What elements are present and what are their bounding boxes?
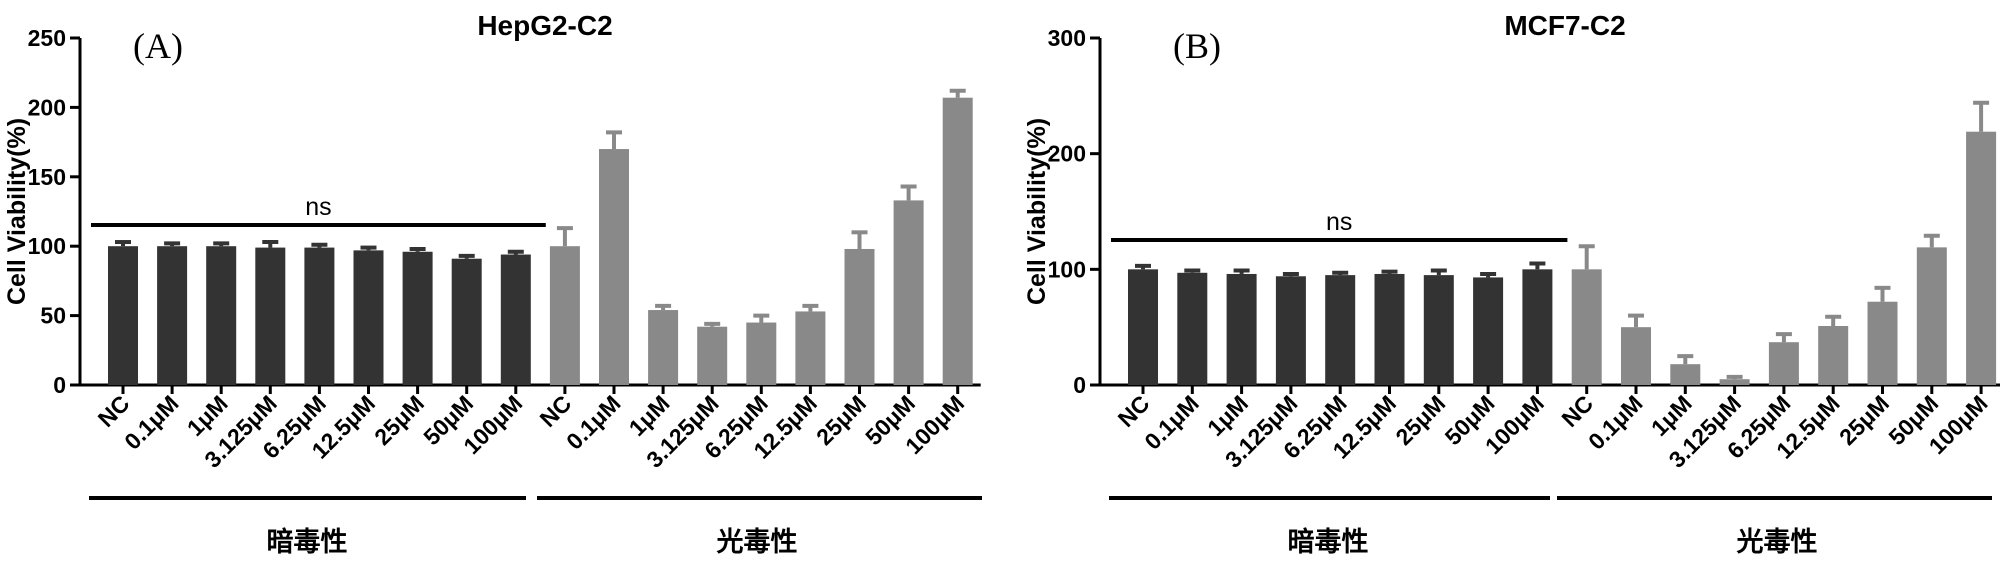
group-label: 暗毒性 xyxy=(267,527,348,557)
y-axis-title: Cell Viability(%) xyxy=(3,118,31,305)
bar xyxy=(844,248,875,385)
ns-annotation: ns xyxy=(1326,208,1352,236)
x-tick-label: NC xyxy=(1556,390,1598,432)
bar xyxy=(1473,277,1504,385)
bar xyxy=(255,247,286,385)
x-tick-label: NC xyxy=(535,390,577,432)
group-label: 光毒性 xyxy=(1736,527,1818,557)
y-axis-title: Cell Viability(%) xyxy=(1023,118,1051,305)
bar xyxy=(549,246,580,385)
bar xyxy=(353,250,384,385)
x-tick-label: NC xyxy=(1113,390,1155,432)
group-label: 光毒性 xyxy=(716,527,798,557)
x-tick-label: 0.1μM xyxy=(561,390,626,455)
x-tick-label: 25μM xyxy=(811,390,871,450)
bar xyxy=(648,310,679,385)
bar xyxy=(1621,327,1651,385)
bar xyxy=(795,311,826,385)
bar xyxy=(1867,301,1898,385)
x-tick-label: 25μM xyxy=(369,390,429,450)
group-label: 暗毒性 xyxy=(1288,527,1369,557)
bar xyxy=(1177,272,1208,385)
chart-title: MCF7-C2 xyxy=(1504,10,1625,41)
bar xyxy=(1522,269,1553,385)
bar xyxy=(893,200,924,385)
x-tick-label: 25μM xyxy=(1834,390,1894,450)
y-tick-label: 250 xyxy=(28,25,66,51)
chart-title: HepG2-C2 xyxy=(477,10,612,41)
y-tick-label: 100 xyxy=(28,233,66,259)
bar xyxy=(1275,276,1306,385)
panel-label: (B) xyxy=(1173,26,1221,66)
x-tick-label: 25μM xyxy=(1390,390,1450,450)
x-tick-label: 0.1μM xyxy=(1139,390,1204,455)
bar xyxy=(1916,247,1947,385)
ns-annotation: ns xyxy=(305,193,331,221)
y-tick-label: 50 xyxy=(40,303,66,329)
panel-label: (A) xyxy=(133,26,183,66)
y-tick-label: 200 xyxy=(28,94,66,120)
bar xyxy=(746,322,777,385)
x-tick-label: NC xyxy=(93,390,135,432)
x-tick-label: 0.1μM xyxy=(1583,390,1648,455)
bar xyxy=(451,258,482,385)
bar xyxy=(1719,379,1750,385)
y-tick-label: 100 xyxy=(1048,256,1086,282)
bar xyxy=(1325,275,1356,385)
bar xyxy=(1374,273,1405,385)
bar xyxy=(599,149,629,385)
bar xyxy=(500,254,531,385)
y-tick-label: 300 xyxy=(1048,25,1086,51)
bar xyxy=(1128,269,1158,385)
bar xyxy=(1226,273,1257,385)
bar xyxy=(206,246,237,385)
bar xyxy=(697,326,728,385)
bar xyxy=(1818,326,1849,385)
bar xyxy=(108,246,138,385)
y-tick-label: 200 xyxy=(1048,141,1086,167)
bar xyxy=(1966,131,1997,385)
y-tick-label: 150 xyxy=(28,164,66,190)
y-tick-label: 0 xyxy=(53,372,66,398)
bar xyxy=(157,246,188,385)
bar xyxy=(1423,275,1454,385)
bar xyxy=(942,97,973,386)
chart-panel-a: HepG2-C2 (A) 0 50 100 150 200 250 Cell Viability… xyxy=(3,10,982,557)
bar xyxy=(402,251,433,385)
bar xyxy=(304,247,335,385)
bar xyxy=(1571,269,1602,385)
y-tick-label: 0 xyxy=(1073,372,1086,398)
bar xyxy=(1670,364,1701,385)
x-tick-label: 0.1μM xyxy=(119,390,184,455)
bar xyxy=(1768,342,1799,385)
